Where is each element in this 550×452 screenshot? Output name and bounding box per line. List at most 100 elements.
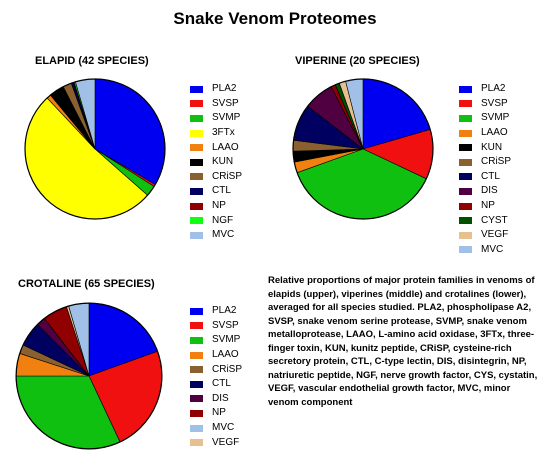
legend-item-3ftx: 3FTx — [190, 126, 242, 141]
legend-label: KUN — [481, 141, 503, 153]
legend-swatch — [459, 129, 472, 137]
legend-label: LAAO — [481, 127, 508, 139]
viperine-legend: PLA2 SVSP SVMP LAAO KUN CRiSP CTL DIS NP CYST VEGF… — [459, 82, 511, 257]
legend-item-svsp: SVSP — [459, 97, 511, 112]
legend-swatch — [459, 158, 472, 166]
legend-swatch — [459, 144, 472, 152]
legend-item-np: NP — [190, 199, 242, 214]
legend-item-svmp: SVMP — [459, 111, 511, 126]
legend-item-pla2: PLA2 — [190, 82, 242, 97]
elapid-pie-chart — [24, 78, 166, 220]
legend-item-dis: DIS — [190, 392, 242, 407]
legend-swatch — [190, 100, 203, 108]
legend-swatch — [190, 85, 203, 93]
legend-swatch — [190, 217, 203, 225]
legend-swatch — [190, 366, 203, 374]
legend-label: SVMP — [212, 334, 241, 346]
legend-label: NGF — [212, 214, 234, 226]
legend-item-vegf: VEGF — [459, 228, 511, 243]
legend-label: KUN — [212, 156, 234, 168]
legend-swatch — [190, 409, 203, 417]
legend-item-laao: LAAO — [190, 348, 242, 363]
legend-swatch — [190, 307, 203, 315]
legend-swatch — [190, 114, 203, 122]
legend-label: LAAO — [212, 141, 239, 153]
legend-swatch — [190, 439, 203, 447]
legend-label: CTL — [212, 185, 231, 197]
legend-item-ctl: CTL — [190, 184, 242, 199]
legend-label: DIS — [212, 392, 229, 404]
legend-item-ctl: CTL — [190, 377, 242, 392]
legend-label: PLA2 — [212, 305, 237, 317]
legend-swatch — [190, 187, 203, 195]
pie-outline — [24, 78, 166, 220]
legend-item-crisp: CRiSP — [459, 155, 511, 170]
legend-item-crisp: CRiSP — [190, 362, 242, 377]
legend-label: PLA2 — [481, 83, 506, 95]
legend-label: SVMP — [212, 112, 241, 124]
legend-label: CYST — [481, 214, 508, 226]
legend-label: NP — [212, 200, 226, 212]
legend-swatch — [190, 351, 203, 359]
legend-item-cyst: CYST — [459, 213, 511, 228]
legend-item-ctl: CTL — [459, 170, 511, 185]
legend-swatch — [190, 144, 203, 152]
legend-swatch — [190, 129, 203, 137]
legend-swatch — [190, 202, 203, 210]
legend-label: 3FTx — [212, 127, 235, 139]
crotaline-pie-chart — [15, 302, 163, 450]
legend-swatch — [459, 187, 472, 195]
legend-swatch — [459, 100, 472, 108]
legend-label: SVSP — [481, 97, 508, 109]
legend-label: MVC — [481, 243, 504, 255]
legend-label: MVC — [212, 229, 235, 241]
legend-swatch — [190, 231, 203, 239]
legend-item-svmp: SVMP — [190, 111, 242, 126]
legend-item-kun: KUN — [459, 140, 511, 155]
legend-label: CRiSP — [481, 156, 512, 168]
legend-swatch — [459, 114, 472, 122]
legend-item-mvc: MVC — [190, 421, 242, 436]
figure-caption: Relative proportions of major protein fa… — [268, 275, 538, 408]
crotaline-legend: PLA2 SVSP SVMP LAAO CRiSP CTL DIS NP MVC VEGF — [190, 304, 242, 450]
legend-swatch — [190, 380, 203, 388]
legend-item-crisp: CRiSP — [190, 170, 242, 185]
legend-label: SVSP — [212, 97, 239, 109]
legend-label: VEGF — [481, 229, 509, 241]
legend-label: DIS — [481, 185, 498, 197]
elapid-legend: PLA2 SVSP SVMP 3FTx LAAO KUN CRiSP CTL NP NGF MVC — [190, 82, 242, 243]
legend-item-pla2: PLA2 — [459, 82, 511, 97]
legend-label: MVC — [212, 422, 235, 434]
viperine-chart-title: VIPERINE (20 SPECIES) — [295, 55, 420, 67]
elapid-chart-title: ELAPID (42 SPECIES) — [35, 55, 149, 67]
legend-item-ngf: NGF — [190, 213, 242, 228]
pie-outline — [292, 78, 434, 220]
legend-label: CRiSP — [212, 363, 243, 375]
legend-swatch — [190, 158, 203, 166]
legend-swatch — [190, 173, 203, 181]
legend-swatch — [459, 202, 472, 210]
legend-swatch — [190, 395, 203, 403]
legend-label: CRiSP — [212, 170, 243, 182]
legend-item-svsp: SVSP — [190, 97, 242, 112]
legend-label: SVMP — [481, 112, 510, 124]
legend-label: LAAO — [212, 349, 239, 361]
legend-item-vegf: VEGF — [190, 435, 242, 450]
legend-label: NP — [481, 200, 495, 212]
legend-label: NP — [212, 407, 226, 419]
legend-item-np: NP — [459, 199, 511, 214]
legend-label: SVSP — [212, 319, 239, 331]
legend-item-laao: LAAO — [459, 126, 511, 141]
legend-swatch — [459, 85, 472, 93]
legend-item-np: NP — [190, 406, 242, 421]
legend-item-dis: DIS — [459, 184, 511, 199]
page-title: Snake Venom Proteomes — [173, 9, 377, 28]
legend-item-laao: LAAO — [190, 140, 242, 155]
legend-swatch — [190, 424, 203, 432]
legend-item-pla2: PLA2 — [190, 304, 242, 319]
legend-label: CTL — [481, 170, 500, 182]
legend-item-mvc: MVC — [190, 228, 242, 243]
legend-item-kun: KUN — [190, 155, 242, 170]
legend-item-svsp: SVSP — [190, 319, 242, 334]
legend-swatch — [459, 246, 472, 254]
